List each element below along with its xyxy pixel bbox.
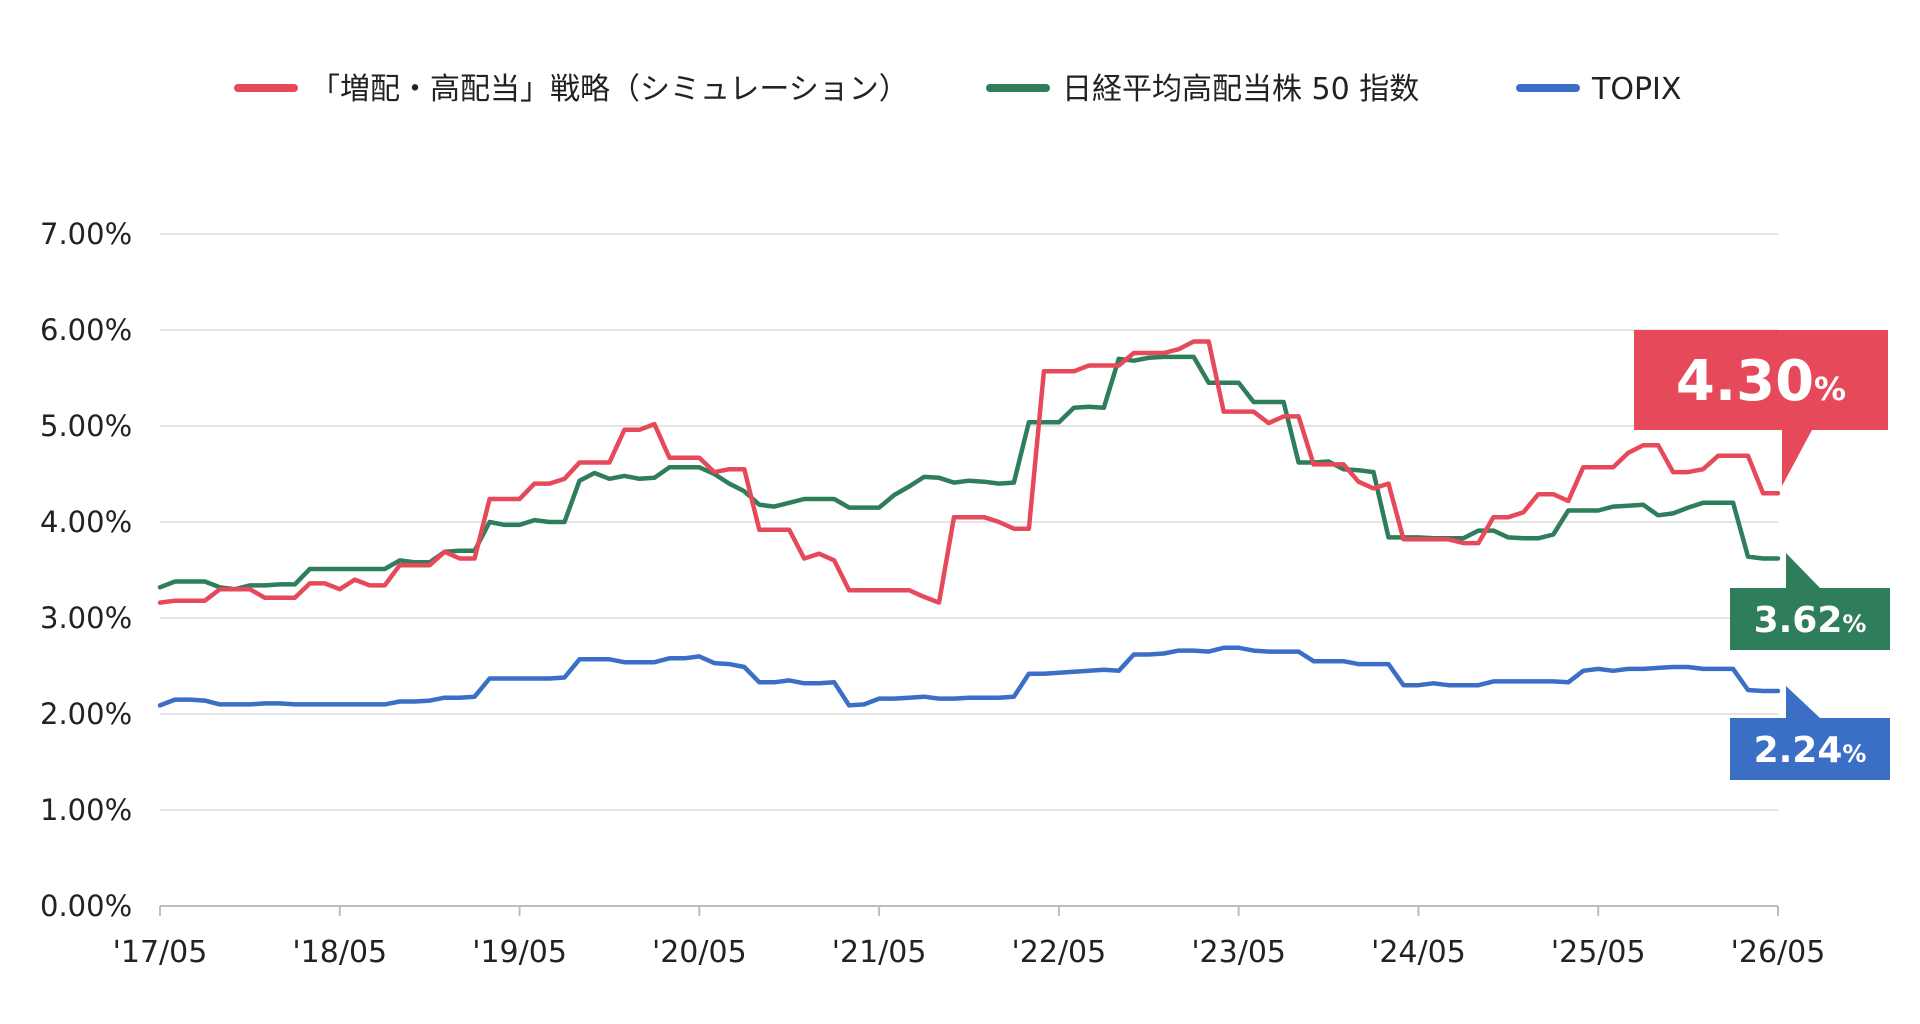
x-tick-label: '23/05 <box>1191 935 1286 970</box>
callout-number: 3.62 <box>1754 600 1843 641</box>
series-line <box>157 339 1781 605</box>
y-axis: 0.00% 1.00% 2.00% 3.00% 4.00% 5.00% 6.00% 7.00% <box>40 217 132 923</box>
x-tick-label: '19/05 <box>472 935 567 970</box>
y-tick-label: 2.00% <box>40 697 132 731</box>
end-value-callouts: 4.30%3.62%2.24% <box>1634 330 1890 780</box>
callout-number: 2.24 <box>1754 730 1843 771</box>
x-tick-label: '18/05 <box>292 935 387 970</box>
callout-number: 4.30 <box>1676 349 1814 414</box>
series-lines <box>157 339 1781 708</box>
x-tick-label: '20/05 <box>652 935 747 970</box>
x-tick-label: '21/05 <box>832 935 927 970</box>
callout-box <box>1730 718 1890 780</box>
series-line <box>157 645 1781 708</box>
callout-value: 4.30% <box>1676 349 1846 414</box>
callout-unit: % <box>1842 740 1866 768</box>
legend-label: 「増配・高配当」戦略（シミュレーション） <box>310 72 909 107</box>
y-tick-label: 1.00% <box>40 793 132 827</box>
legend: 「増配・高配当」戦略（シミュレーション） 日経平均高配当株 50 指数 TOPIX <box>234 72 1681 107</box>
x-tick-label: '26/05 <box>1731 935 1826 970</box>
callout-value: 2.24% <box>1754 730 1867 771</box>
x-tick-label: '17/05 <box>113 935 208 970</box>
callout-pointer <box>1782 430 1812 486</box>
x-tick-label: '24/05 <box>1371 935 1466 970</box>
series-line <box>157 354 1781 592</box>
grid-lines <box>160 233 1778 811</box>
x-tick-label: '22/05 <box>1012 935 1107 970</box>
callout-box <box>1634 330 1888 430</box>
callout-pointer <box>1786 553 1820 588</box>
y-tick-label: 7.00% <box>40 217 132 251</box>
callout-value: 3.62% <box>1754 600 1867 641</box>
y-tick-label: 4.00% <box>40 505 132 539</box>
x-axis: '17/05 '18/05 '19/05 '20/05 '21/05 '22/05 '23/… <box>113 905 1826 970</box>
y-tick-label: 3.00% <box>40 601 132 635</box>
legend-label: 日経平均高配当株 50 指数 <box>1062 72 1419 107</box>
legend-label: TOPIX <box>1591 72 1681 107</box>
x-tick-label: '25/05 <box>1551 935 1646 970</box>
callout-box <box>1730 588 1890 650</box>
y-tick-label: 0.00% <box>40 889 132 923</box>
y-tick-label: 6.00% <box>40 313 132 347</box>
callout-pointer <box>1786 686 1820 718</box>
callout-unit: % <box>1842 610 1866 638</box>
y-tick-label: 5.00% <box>40 409 132 443</box>
callout-unit: % <box>1814 370 1846 408</box>
